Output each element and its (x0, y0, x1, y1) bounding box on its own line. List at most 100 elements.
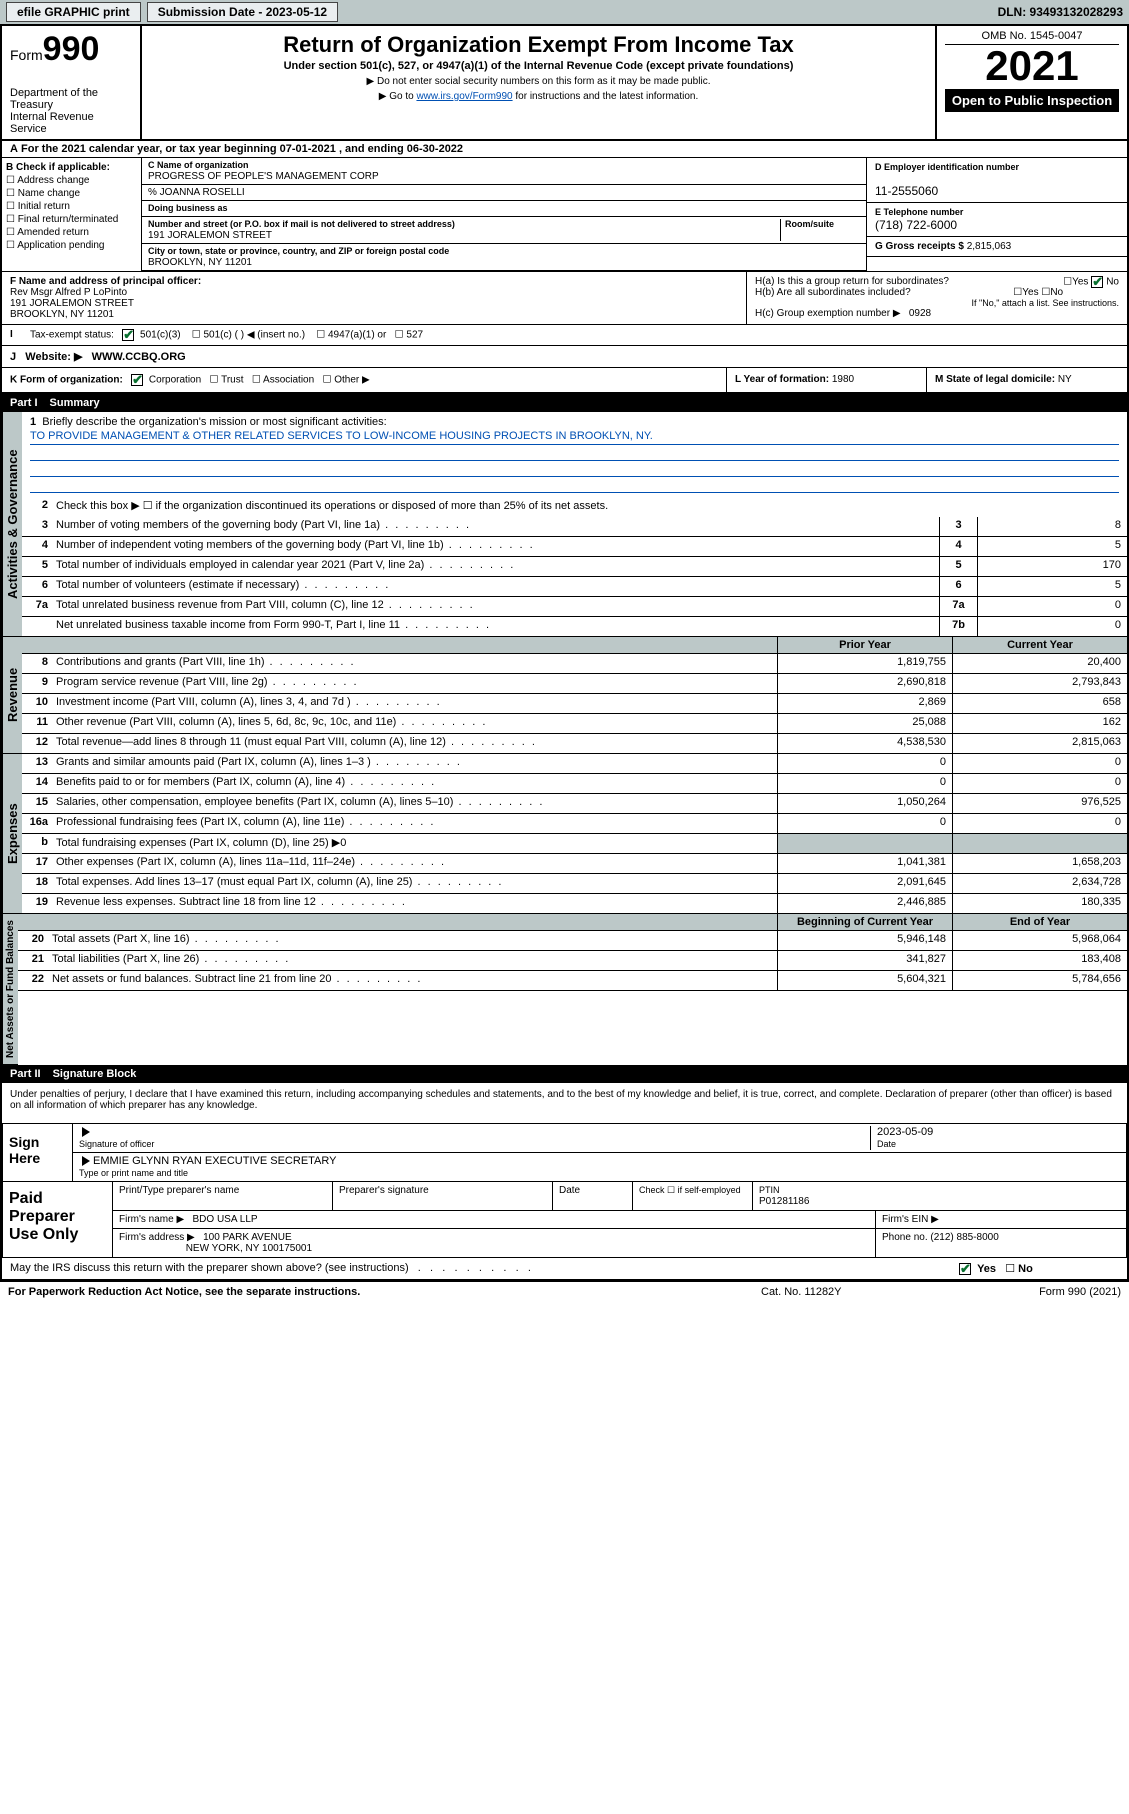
side-net: Net Assets or Fund Balances (2, 914, 18, 1065)
tax-status-row: I Tax-exempt status: 501(c)(3) ☐ 501(c) … (2, 325, 1127, 346)
mission-blank1 (30, 445, 1119, 461)
ha-lbl: H(a) Is this a group return for subordin… (755, 276, 949, 287)
c-name-lbl: C Name of organization (148, 160, 249, 170)
side-revenue: Revenue (2, 637, 22, 754)
ptin-lbl: PTIN (759, 1185, 780, 1195)
self-emp: Check ☐ if self-employed (633, 1182, 753, 1210)
entity-name-block: C Name of organizationPROGRESS OF PEOPLE… (142, 158, 867, 271)
netassets-section: Net Assets or Fund Balances Beginning of… (2, 914, 1127, 1065)
gross-lbl: G Gross receipts $ (875, 241, 964, 252)
tax-year: 2021 (945, 45, 1119, 87)
gov-line: 6Total number of volunteers (estimate if… (22, 577, 1127, 597)
entity-block: B Check if applicable: ☐ Address change … (2, 158, 1127, 272)
sig-date-lbl: Date (877, 1139, 896, 1149)
subtitle-2: ▶ Do not enter social security numbers o… (150, 76, 927, 87)
penalty-text: Under penalties of perjury, I declare th… (2, 1083, 1127, 1117)
governance-section: Activities & Governance 1 Briefly descri… (2, 412, 1127, 637)
firm-ein-lbl: Firm's EIN ▶ (876, 1211, 1126, 1228)
firm-addr2: NEW YORK, NY 100175001 (186, 1243, 312, 1254)
ein-value: 11-2555060 (875, 184, 938, 198)
signer-name: EMMIE GLYNN RYAN EXECUTIVE SECRETARY (93, 1155, 336, 1167)
part2-title: Signature Block (53, 1068, 137, 1080)
expense-line: 18Total expenses. Add lines 13–17 (must … (22, 874, 1127, 894)
phone-lbl: E Telephone number (875, 207, 963, 217)
firm-name: BDO USA LLP (193, 1214, 258, 1225)
ck-name-change[interactable]: ☐ Name change (6, 188, 137, 199)
ein-lbl: D Employer identification number (875, 162, 1019, 172)
irs-label: Internal Revenue Service (10, 111, 132, 135)
hc-val: 0928 (909, 308, 931, 319)
side-expenses: Expenses (2, 754, 22, 914)
gov-line: Net unrelated business taxable income fr… (22, 617, 1127, 637)
care-of: % JOANNA ROSELLI (148, 187, 245, 198)
website-row: J Website: ▶ WWW.CCBQ.ORG (2, 346, 1127, 368)
l-lbl: L Year of formation: (735, 374, 829, 385)
paid-lbl: Paid Preparer Use Only (3, 1182, 113, 1257)
part1-num: Part I (10, 397, 38, 409)
sig-date: 2023-05-09 (877, 1126, 933, 1138)
prep-name-hdr: Print/Type preparer's name (113, 1182, 333, 1210)
addr-lbl: Number and street (or P.O. box if mail i… (148, 219, 455, 229)
arrow-icon-2 (82, 1156, 90, 1166)
ptin-val: P01281186 (759, 1196, 809, 1207)
street-addr: 191 JORALEMON STREET (148, 230, 272, 241)
ck-final[interactable]: ☐ Final return/terminated (6, 214, 137, 225)
ha-no[interactable] (1091, 276, 1103, 288)
discuss-text: May the IRS discuss this return with the… (10, 1262, 959, 1275)
sign-here-block: Sign Here Signature of officer 2023-05-0… (2, 1123, 1127, 1182)
part2-num: Part II (10, 1068, 41, 1080)
mission-blank2 (30, 461, 1119, 477)
net-line: 20Total assets (Part X, line 16)5,946,14… (18, 931, 1127, 951)
ck-amended[interactable]: ☐ Amended return (6, 227, 137, 238)
firm-addr1: 100 PARK AVENUE (203, 1232, 292, 1243)
page-footer: For Paperwork Reduction Act Notice, see … (0, 1282, 1129, 1302)
m-lbl: M State of legal domicile: (935, 374, 1055, 385)
hdr-curr: Current Year (952, 637, 1127, 653)
officer-addr2: BROOKLYN, NY 11201 (10, 309, 114, 320)
dept-treasury: Department of the Treasury (10, 87, 132, 111)
net-line: 21Total liabilities (Part X, line 26)341… (18, 951, 1127, 971)
revenue-line: 9Program service revenue (Part VIII, lin… (22, 674, 1127, 694)
submission-date-button[interactable]: Submission Date - 2023-05-12 (147, 2, 338, 22)
expense-line: 14Benefits paid to or for members (Part … (22, 774, 1127, 794)
ck-corp[interactable] (131, 374, 143, 386)
b-label: B Check if applicable: (6, 162, 137, 173)
revenue-line: 10Investment income (Part VIII, column (… (22, 694, 1127, 714)
l-val: 1980 (832, 374, 854, 385)
i-lbl: Tax-exempt status: (30, 330, 114, 341)
officer-addr1: 191 JORALEMON STREET (10, 298, 134, 309)
hdr-prior: Prior Year (777, 637, 952, 653)
part2-header: Part II Signature Block (2, 1065, 1127, 1083)
ck-address-change[interactable]: ☐ Address change (6, 175, 137, 186)
ck-501c3[interactable] (122, 329, 134, 341)
footer-catno: Cat. No. 11282Y (761, 1286, 961, 1298)
footer-notice: For Paperwork Reduction Act Notice, see … (8, 1286, 761, 1298)
expense-line: 19Revenue less expenses. Subtract line 1… (22, 894, 1127, 914)
firm-phone-lbl: Phone no. (882, 1232, 928, 1243)
tax-year-line: A For the 2021 calendar year, or tax yea… (2, 141, 1127, 158)
open-inspection: Open to Public Inspection (945, 89, 1119, 112)
form-title: Return of Organization Exempt From Incom… (150, 32, 927, 58)
part1-title: Summary (50, 397, 100, 409)
part1-header: Part I Summary (2, 394, 1127, 412)
signer-name-lbl: Type or print name and title (79, 1168, 188, 1178)
line2: Check this box ▶ ☐ if the organization d… (52, 497, 1127, 517)
prep-date-hdr: Date (553, 1182, 633, 1210)
officer-row: F Name and address of principal officer:… (2, 272, 1127, 325)
firm-name-lbl: Firm's name ▶ (119, 1214, 184, 1225)
net-line: 22Net assets or fund balances. Subtract … (18, 971, 1127, 991)
top-toolbar: efile GRAPHIC print Submission Date - 20… (0, 0, 1129, 24)
irs-link[interactable]: www.irs.gov/Form990 (416, 91, 512, 102)
dba-lbl: Doing business as (148, 203, 228, 213)
hc-lbl: H(c) Group exemption number ▶ (755, 308, 901, 319)
hb-note: If "No," attach a list. See instructions… (755, 298, 1119, 308)
entity-right-block: D Employer identification number 11-25550… (867, 158, 1127, 271)
discuss-row: May the IRS discuss this return with the… (2, 1258, 1127, 1280)
hb-lbl: H(b) Are all subordinates included? (755, 287, 911, 298)
ck-initial[interactable]: ☐ Initial return (6, 201, 137, 212)
discuss-yes[interactable] (959, 1263, 971, 1275)
subtitle-3: ▶ Go to www.irs.gov/Form990 for instruct… (150, 91, 927, 102)
efile-button[interactable]: efile GRAPHIC print (6, 2, 141, 22)
revenue-section: Revenue Prior YearCurrent Year 8Contribu… (2, 637, 1127, 754)
ck-pending[interactable]: ☐ Application pending (6, 240, 137, 251)
